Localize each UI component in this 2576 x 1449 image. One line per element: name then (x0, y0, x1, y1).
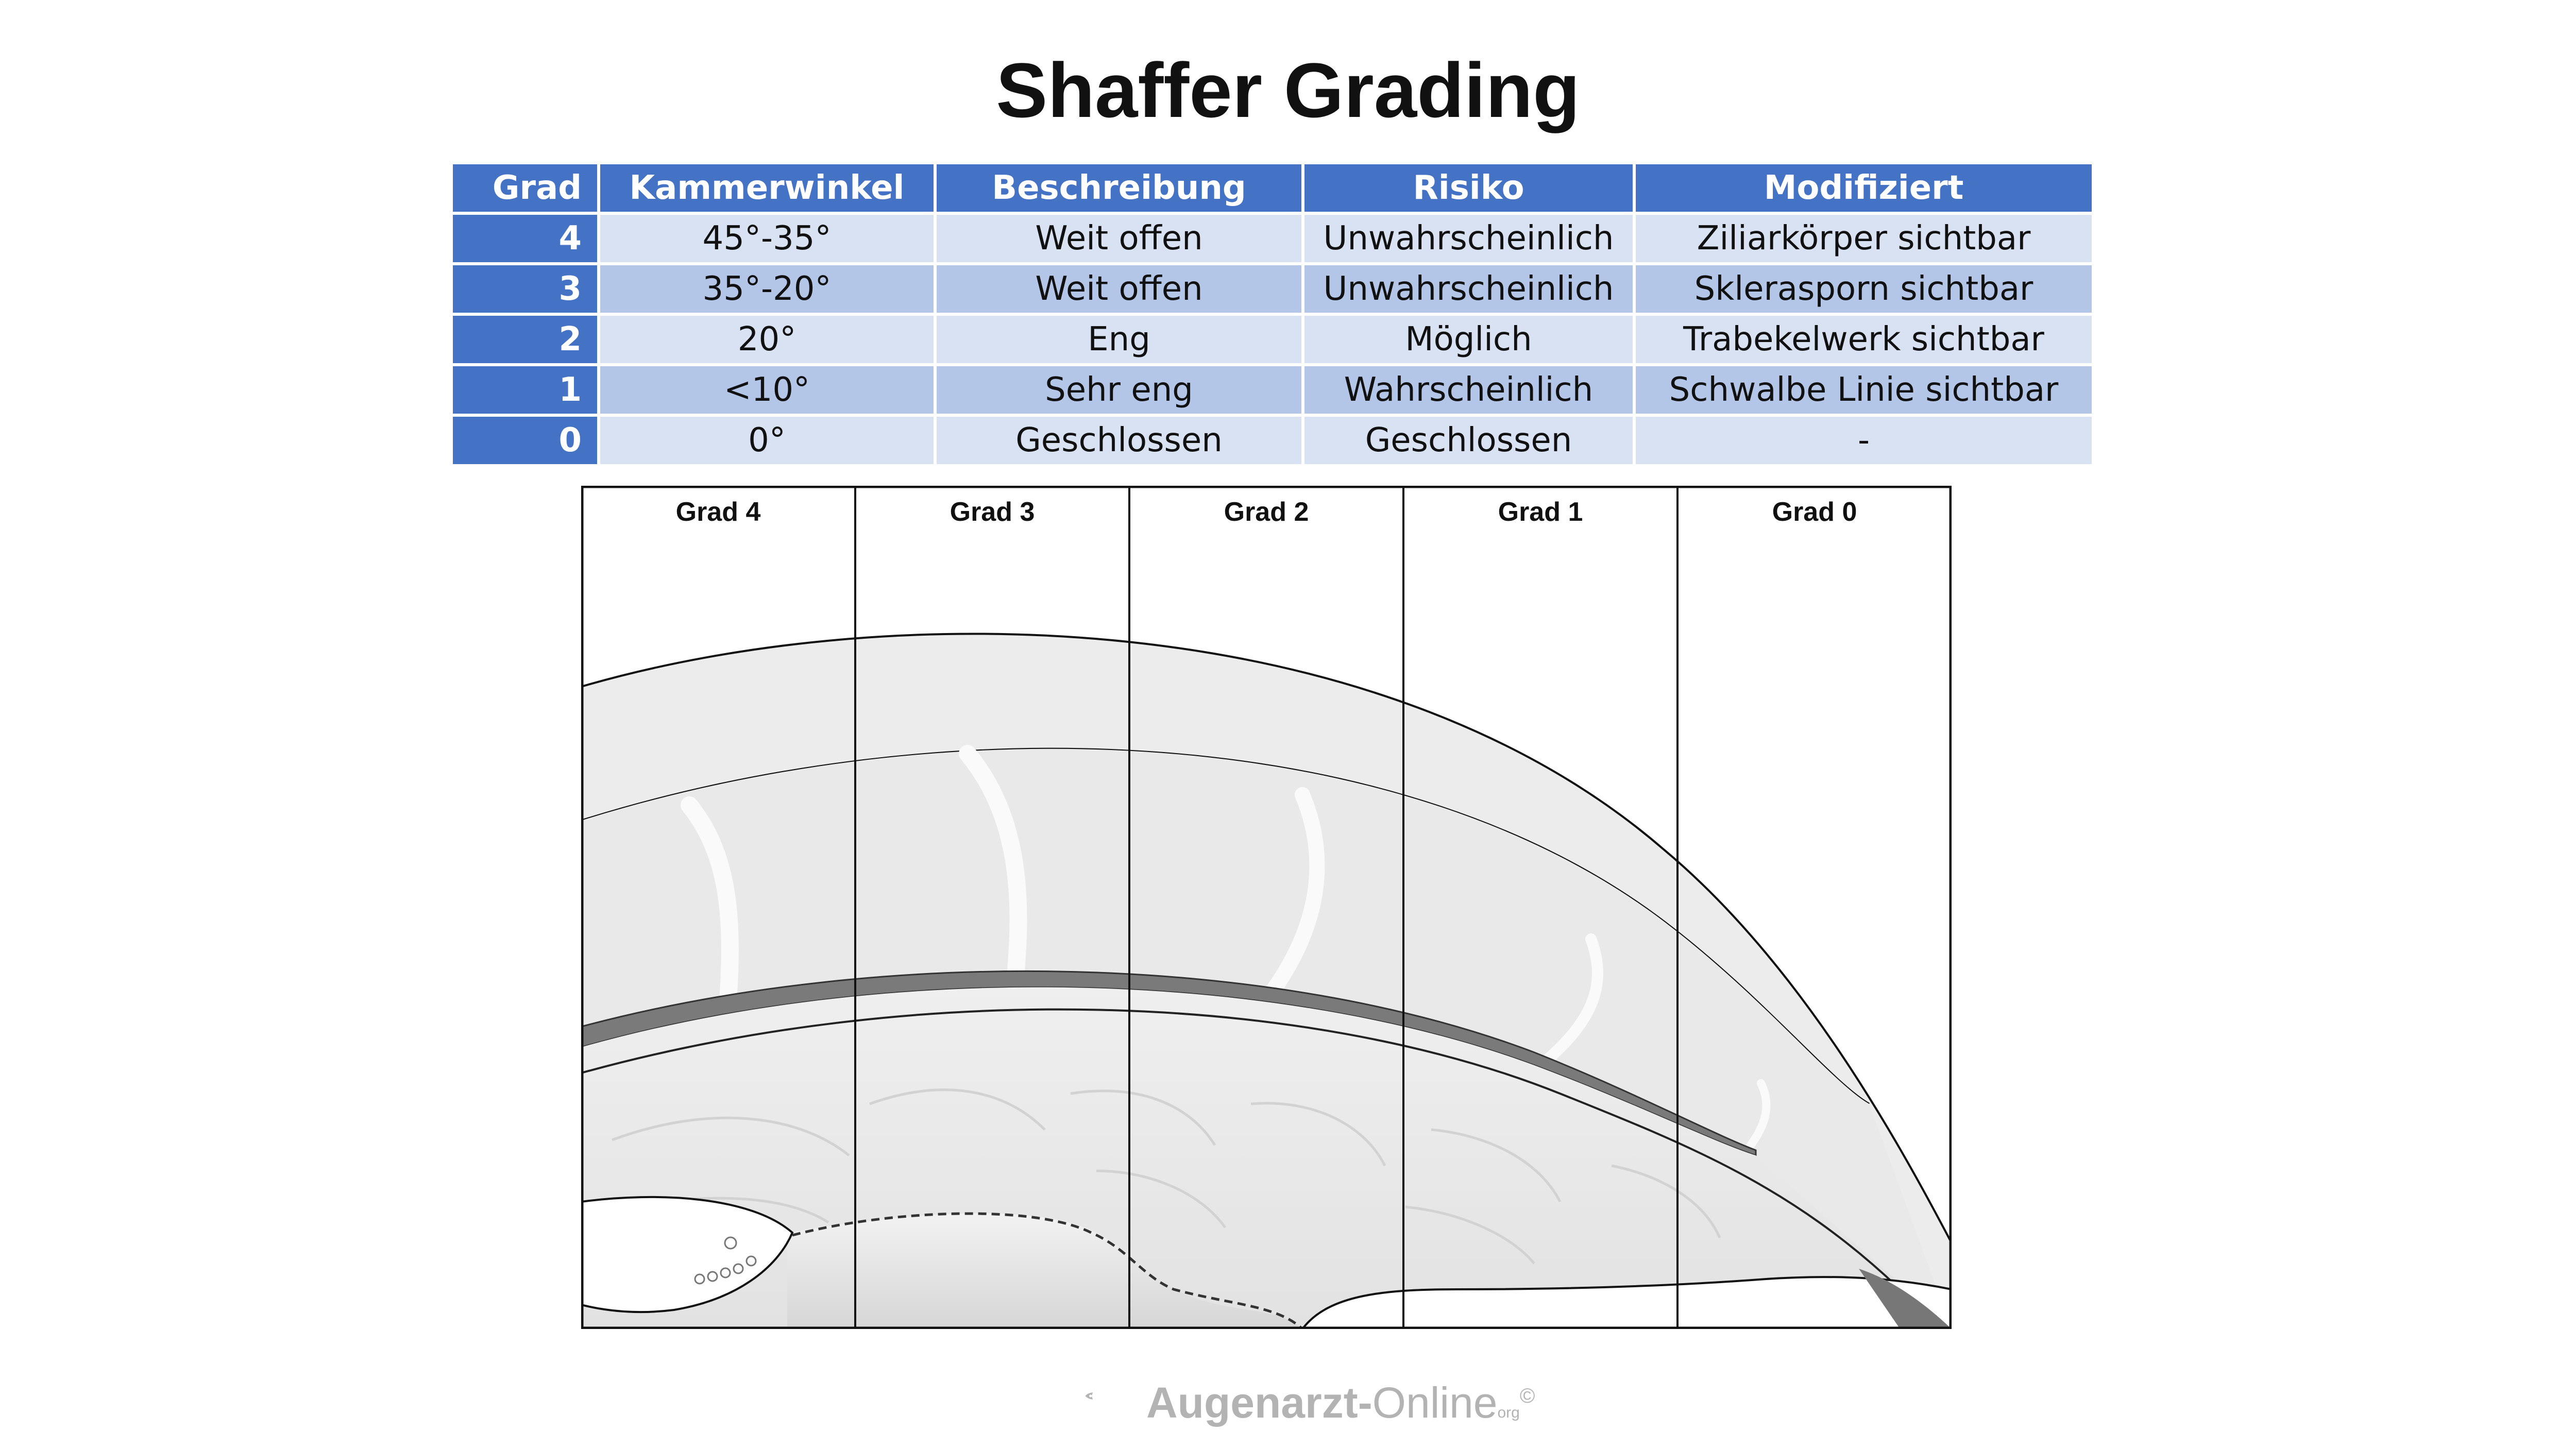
risk-cell: Wahrscheinlich (1301, 363, 1636, 417)
column-header-risiko: Risiko (1301, 161, 1636, 215)
modified-cell: Sklerasporn sichtbar (1633, 262, 2095, 316)
panel-label-grad-2: Grad 2 (1224, 497, 1309, 527)
table-row: 3 35°-20° Weit offen Unwahrscheinlich Sk… (450, 262, 2095, 316)
table-header-row: Grad Kammerwinkel Beschreibung Risiko Mo… (450, 161, 2095, 215)
grade-cell: 3 (450, 262, 600, 316)
augenarzt-online-logo-mark (1085, 1392, 1093, 1400)
description-cell: Eng (934, 313, 1304, 366)
risk-cell: Unwahrscheinlich (1301, 262, 1636, 316)
column-header-kammerwinkel: Kammerwinkel (597, 161, 937, 215)
brand-light: Online (1372, 1378, 1498, 1427)
panel-label-grad-3: Grad 3 (950, 497, 1035, 527)
footer-brand: Augenarzt-Onlineorg© (1146, 1370, 1535, 1439)
table-row: 0 0° Geschlossen Geschlossen - (450, 414, 2095, 467)
grade-cell: 2 (450, 313, 600, 366)
cornea-streak (1544, 933, 1603, 1063)
shaffer-grading-table: Grad Kammerwinkel Beschreibung Risiko Mo… (450, 161, 2095, 467)
grade-cell: 4 (450, 212, 600, 265)
grade-cell: 0 (450, 414, 600, 467)
column-header-modifiziert: Modifiziert (1633, 161, 2095, 215)
modified-cell: Trabekelwerk sichtbar (1633, 313, 2095, 366)
angle-recess (1859, 1269, 1952, 1329)
modified-cell: Ziliarkörper sichtbar (1633, 212, 2095, 265)
description-cell: Geschlossen (934, 414, 1304, 467)
panel-label-grad-0: Grad 0 (1772, 497, 1857, 527)
angle-cell: <10° (597, 363, 937, 417)
risk-cell: Geschlossen (1301, 414, 1636, 467)
modified-cell: - (1633, 414, 2095, 467)
column-header-grad: Grad (450, 161, 600, 215)
angle-cell: 45°-35° (597, 212, 937, 265)
risk-cell: Unwahrscheinlich (1301, 212, 1636, 265)
page-title: Shaffer Grading (996, 47, 1580, 133)
cornea-streak (681, 796, 739, 1041)
table-row: 1 <10° Sehr eng Wahrscheinlich Schwalbe … (450, 363, 2095, 417)
illustration-frame (581, 486, 1952, 1329)
cornea-streak (1747, 1079, 1771, 1149)
table-row: 2 20° Eng Möglich Trabekelwerk sichtbar (450, 313, 2095, 366)
description-cell: Weit offen (934, 262, 1304, 316)
iris-line (581, 1008, 1901, 1290)
risk-cell: Möglich (1301, 313, 1636, 366)
eye-icon (1085, 1392, 1093, 1400)
table-row: 4 45°-35° Weit offen Unwahrscheinlich Zi… (450, 212, 2095, 265)
modified-cell: Schwalbe Linie sichtbar (1633, 363, 2095, 417)
angle-cell: 20° (597, 313, 937, 366)
brand-mark: © (1519, 1385, 1535, 1407)
column-header-beschreibung: Beschreibung (934, 161, 1304, 215)
chamber-angle-illustration: Grad 4 Grad 3 Grad 2 Grad 1 Grad 0 (581, 486, 1952, 1329)
lens-capsule-beads (792, 1212, 1303, 1329)
angle-cell: 35°-20° (597, 262, 937, 316)
angle-cell: 0° (597, 414, 937, 467)
description-cell: Sehr eng (934, 363, 1304, 417)
brand-suffix: org (1497, 1404, 1520, 1421)
cornea-streak (1253, 787, 1325, 1014)
brand-bold: Augenarzt- (1146, 1378, 1372, 1427)
grade-cell: 1 (450, 363, 600, 417)
panel-label-grad-1: Grad 1 (1498, 497, 1583, 527)
description-cell: Weit offen (934, 212, 1304, 265)
ciliary-dots (694, 1236, 757, 1285)
ciliary-body (581, 1196, 794, 1314)
panel-dividers (854, 486, 1679, 1329)
cornea-streak (959, 745, 1027, 999)
panel-label-grad-4: Grad 4 (676, 497, 761, 527)
lens (787, 1213, 1302, 1329)
